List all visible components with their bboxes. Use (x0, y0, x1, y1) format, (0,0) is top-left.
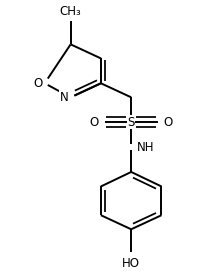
Text: NH: NH (137, 140, 154, 153)
Text: O: O (33, 77, 42, 90)
Text: N: N (60, 91, 69, 104)
Text: O: O (90, 116, 99, 129)
Text: O: O (164, 116, 173, 129)
Text: CH₃: CH₃ (60, 6, 82, 18)
Text: HO: HO (122, 258, 140, 270)
Text: S: S (128, 116, 135, 129)
